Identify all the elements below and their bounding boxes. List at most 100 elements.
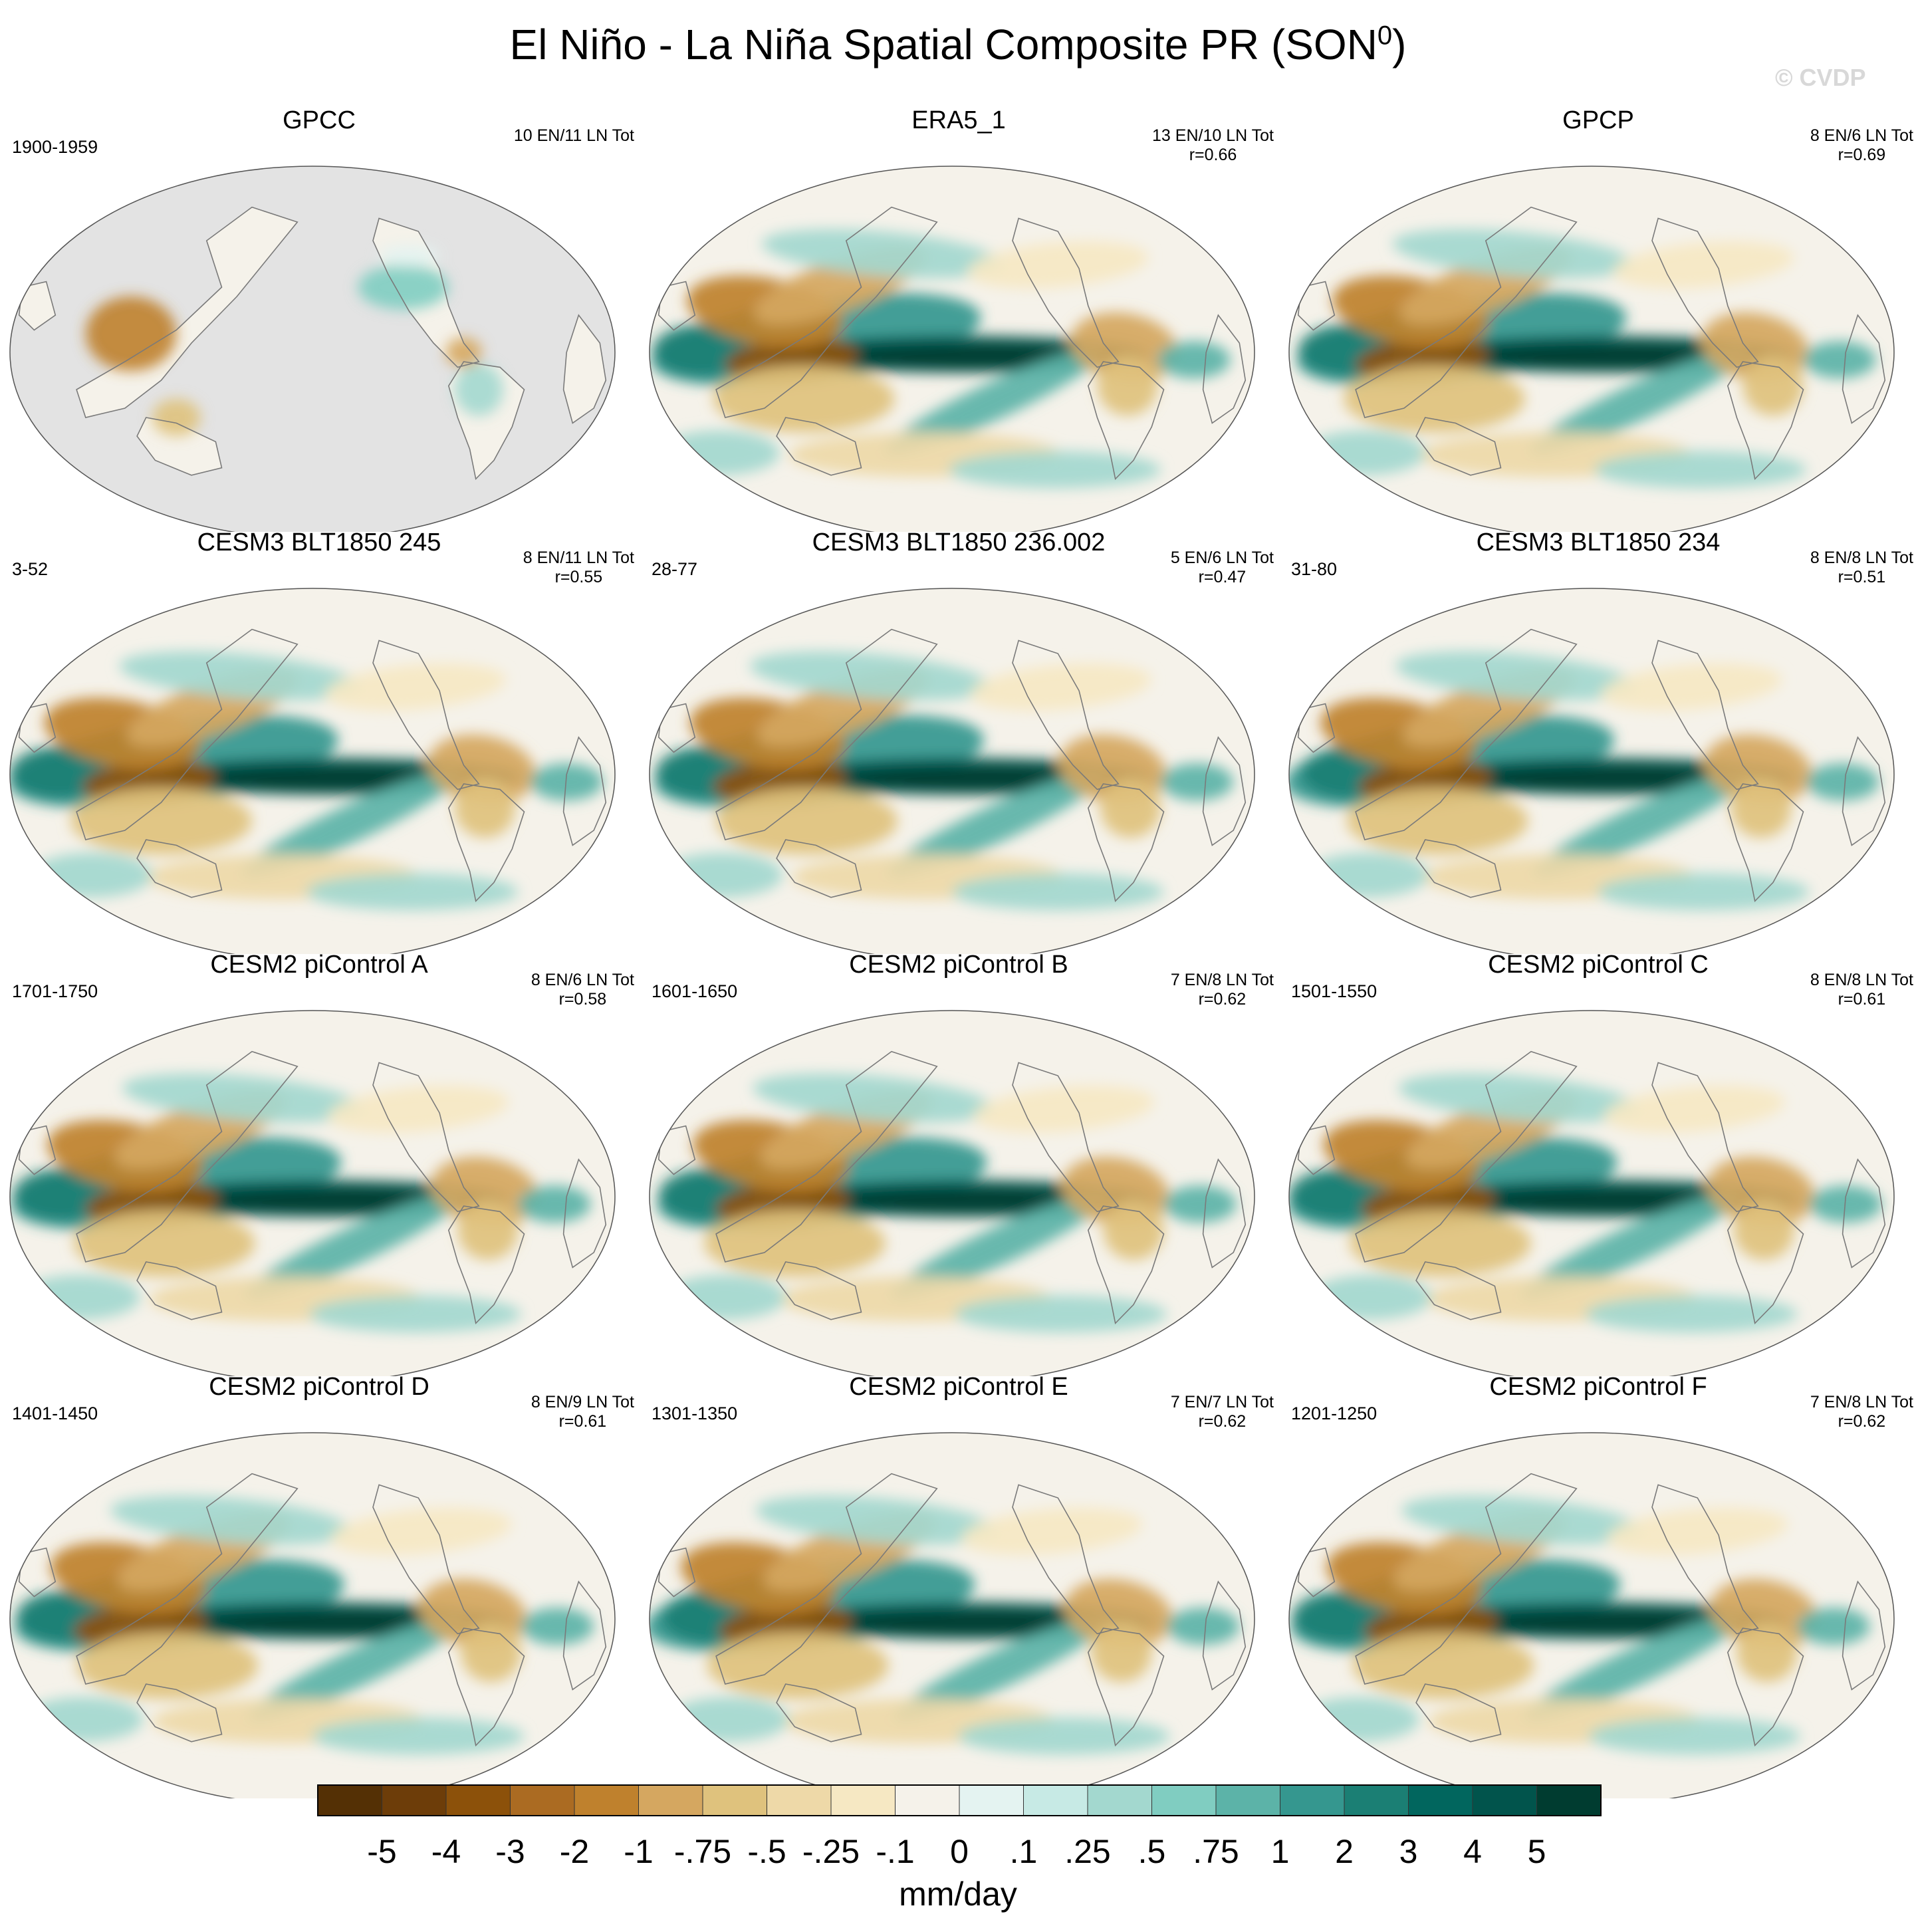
panel-title: CESM3 BLT1850 236.002 — [812, 529, 1106, 556]
coastline — [1651, 1484, 1759, 1635]
precip-anomaly-blob — [1298, 1697, 1419, 1742]
coastline — [658, 1547, 696, 1598]
precip-anomaly-blob — [958, 1717, 1170, 1755]
coastline — [715, 1473, 938, 1685]
precip-anomaly-blob — [1289, 1169, 1386, 1221]
pattern-correlation: r=0.62 — [1838, 1412, 1886, 1431]
panel-years: 1501-1550 — [1291, 981, 1377, 1001]
precip-anomaly-blob — [658, 430, 780, 475]
precip-anomaly-blob — [1607, 1507, 1788, 1555]
colorbar-tick-label: -1 — [624, 1833, 654, 1870]
precip-anomaly-blob — [1532, 769, 1753, 877]
precip-anomaly-blob — [1598, 873, 1810, 911]
precip-anomaly-blob — [1310, 1274, 1431, 1320]
panel-years: 1401-1450 — [12, 1403, 98, 1423]
colorbar-tick-label: 3 — [1399, 1833, 1418, 1870]
coastline — [562, 736, 607, 846]
panel-stats: 8 EN/6 LN Tot r=0.58 — [531, 971, 634, 1009]
precip-anomaly-blob — [961, 1507, 1143, 1555]
map-panel: CESM2 piControl E 1301-1350 7 EN/7 LN Tot r… — [640, 1373, 1278, 1798]
precip-anomaly-blob — [152, 399, 201, 436]
coastline — [447, 1628, 525, 1747]
event-count: 8 EN/9 LN Tot — [531, 1393, 634, 1411]
precip-anomaly-blob — [1167, 1608, 1240, 1645]
pattern-correlation: r=0.61 — [1838, 990, 1886, 1009]
precip-anomaly-blob — [952, 873, 1164, 911]
panel-stats: 7 EN/8 LN Tot r=0.62 — [1171, 971, 1274, 1009]
coastline — [136, 1683, 223, 1743]
coastline — [776, 1261, 862, 1320]
map-plot — [1288, 166, 1895, 532]
colorbar-tick-label: 0 — [950, 1833, 969, 1870]
precip-anomaly-blob — [1588, 1717, 1800, 1755]
pattern-correlation: r=0.61 — [558, 1412, 607, 1431]
map-plot — [1288, 1010, 1895, 1376]
coastline — [1202, 314, 1247, 424]
precip-anomaly-blob — [707, 1631, 889, 1699]
panel-title: CESM3 BLT1850 245 — [197, 529, 441, 556]
panel-years: 1900-1959 — [12, 137, 98, 157]
precip-anomaly-blob — [312, 1717, 525, 1755]
precip-anomaly-blob — [22, 1697, 144, 1742]
land-field — [19, 281, 56, 330]
coastline — [18, 703, 57, 753]
precip-anomaly-blob — [1350, 1209, 1531, 1277]
map-border — [649, 1432, 1255, 1798]
precip-anomaly-blob — [110, 1495, 352, 1545]
figure-title-text: El Niño - La Niña Spatial Composite PR (… — [509, 21, 1377, 68]
panel-title: CESM2 piControl E — [849, 1373, 1068, 1401]
coastline — [447, 783, 525, 903]
land-field — [563, 315, 606, 423]
coastline — [136, 839, 223, 898]
coastline — [1727, 1628, 1804, 1747]
coastline — [1355, 1050, 1578, 1263]
precip-anomaly-blob — [1594, 451, 1807, 489]
coastline — [1087, 361, 1165, 481]
figure-title: El Niño - La Niña Spatial Composite PR (… — [0, 20, 1916, 69]
coastline — [18, 1547, 57, 1598]
coastline — [76, 206, 299, 418]
precip-anomaly-blob — [1585, 1295, 1798, 1333]
coastline — [1415, 1683, 1502, 1743]
panel-title: GPCC — [283, 106, 356, 134]
figure-title-superscript: 0 — [1377, 21, 1393, 51]
precip-anomaly-blob — [893, 1613, 1114, 1721]
precip-anomaly-blob — [1524, 1613, 1744, 1721]
panel-stats: 7 EN/7 LN Tot r=0.62 — [1171, 1393, 1274, 1431]
precip-anomaly-blob — [1160, 763, 1234, 801]
precip-anomaly-blob — [10, 747, 107, 799]
precip-anomaly-blob — [970, 663, 1151, 711]
precip-anomaly-blob — [1346, 787, 1528, 855]
coastline — [372, 640, 480, 790]
map-plot — [1288, 588, 1895, 954]
figure-title-close: ) — [1392, 21, 1407, 68]
colorbar-tick-label: -5 — [367, 1833, 397, 1870]
precip-anomaly-blob — [1157, 341, 1231, 379]
panel-years: 3-52 — [12, 559, 49, 579]
colorbar-tick-label: 5 — [1527, 1833, 1546, 1870]
coastline — [1012, 640, 1120, 790]
pattern-correlation: r=0.62 — [1198, 990, 1247, 1009]
precip-anomaly-blob — [1731, 778, 1792, 838]
precip-anomaly-blob — [1343, 365, 1525, 433]
pattern-correlation: r=0.66 — [1189, 146, 1237, 164]
coastline — [1415, 839, 1502, 898]
coastline — [776, 839, 862, 898]
precip-anomaly-blob — [530, 763, 603, 801]
panel-years: 1201-1250 — [1291, 1403, 1377, 1423]
coastline — [447, 361, 525, 481]
map-panel: ERA5_1 13 EN/10 LN Tot r=0.66 — [640, 106, 1278, 532]
coastline — [1012, 1062, 1120, 1213]
panel-stats: 7 EN/8 LN Tot r=0.62 — [1810, 1393, 1913, 1431]
precip-anomaly-blob — [713, 365, 895, 433]
precip-anomaly-blob — [245, 1191, 465, 1299]
coastline — [447, 1205, 525, 1325]
precip-anomaly-blob — [1733, 1200, 1794, 1261]
colorbar-tick-label: -.5 — [747, 1833, 786, 1870]
map-border — [649, 1010, 1255, 1376]
coastline — [658, 281, 696, 331]
colorbar-tick-label: -2 — [559, 1833, 590, 1870]
precip-anomaly-blob — [247, 1613, 468, 1721]
precip-anomaly-blob — [445, 337, 482, 368]
panel-stats: 13 EN/10 LN Tot r=0.66 — [1152, 126, 1274, 165]
